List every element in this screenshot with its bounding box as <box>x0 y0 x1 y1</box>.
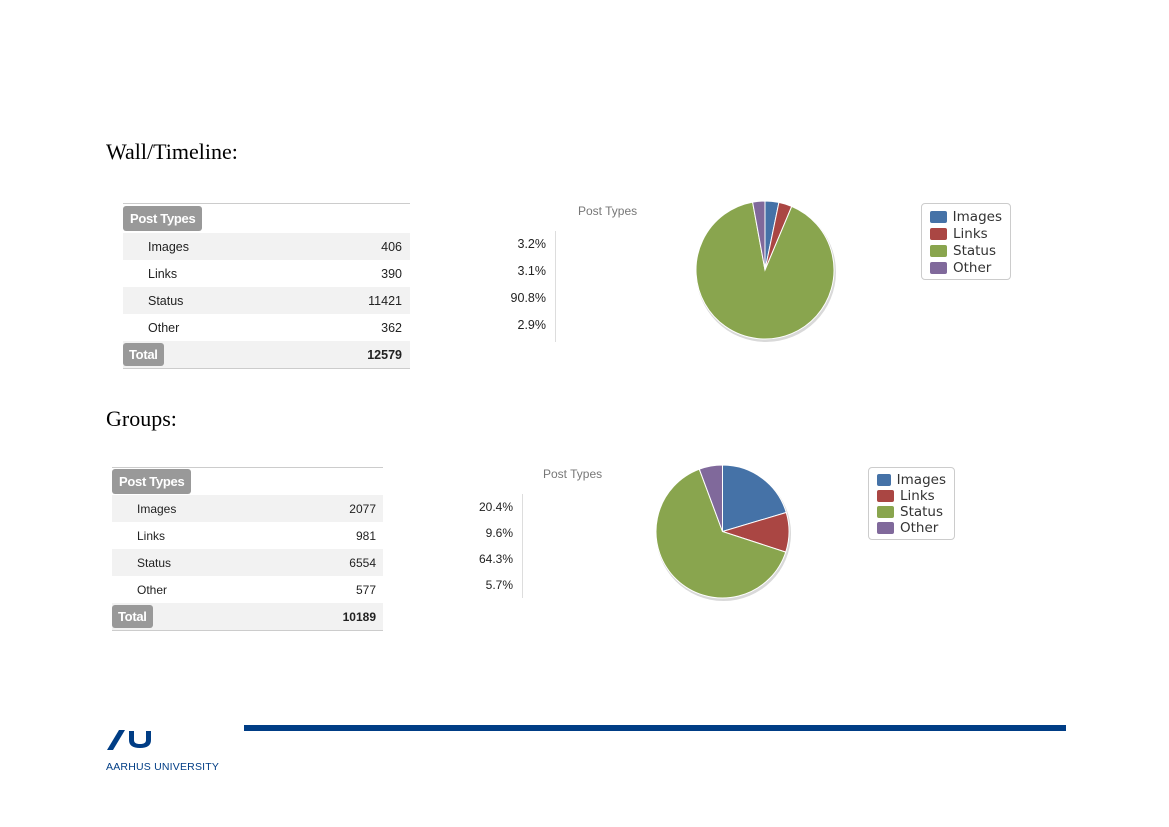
legend-item: Images <box>877 472 946 488</box>
post-types-table-groups: Post Types Images 2077 Links 981 Status 655… <box>112 467 383 631</box>
total-badge: Total <box>112 605 153 628</box>
pie-chart-groups <box>655 464 791 601</box>
pie-slice-status <box>655 468 787 599</box>
legend-item: Links <box>930 225 1002 242</box>
percent-value: 9.6% <box>485 526 513 540</box>
legend-item: Status <box>877 504 946 520</box>
pie-chart-wall <box>695 200 836 342</box>
table-header-badge: Post Types <box>123 206 203 231</box>
table-row: Other 362 <box>148 320 402 335</box>
percent-value: 3.1% <box>517 264 547 278</box>
table-row: Status 11421 <box>123 287 410 314</box>
legend-wall: Images Links Status Other <box>921 203 1011 280</box>
pie-slice-status <box>695 201 835 340</box>
percent-value: 5.7% <box>485 578 513 592</box>
table-row: Links 981 <box>137 528 376 543</box>
pie-slice-other <box>698 464 723 532</box>
table-row: Images 2077 <box>112 495 383 522</box>
chart-title: Post Types <box>543 467 603 481</box>
post-types-table-wall: Post Types Images 406 Links 390 Status 1142… <box>123 203 410 369</box>
table-header-badge: Post Types <box>112 469 192 494</box>
pie-slice-images <box>722 464 787 533</box>
footer-rule <box>244 725 1066 731</box>
total-badge: Total <box>123 343 164 366</box>
university-name: AARHUS UNIVERSITY <box>106 761 220 773</box>
table-total-row: Total 10189 <box>112 603 383 631</box>
percent-value: 64.3% <box>478 552 513 566</box>
percent-value: 3.2% <box>517 237 547 251</box>
aarhus-university-logo-icon <box>107 730 151 750</box>
percent-value: 2.9% <box>517 318 547 332</box>
table-row: Images 406 <box>123 233 410 260</box>
legend-item: Other <box>930 259 1002 276</box>
legend-groups: Images Links Status Other <box>868 467 955 540</box>
chart-title: Post Types <box>578 204 638 218</box>
section-title-groups: Groups: <box>106 406 177 431</box>
legend-item: Images <box>930 208 1002 225</box>
section-title-wall-timeline: Wall/Timeline: <box>106 139 238 164</box>
legend-item: Links <box>877 488 946 504</box>
percent-column-wall: 3.2% 3.1% 90.8% 2.9% <box>470 231 556 342</box>
percent-column-groups: 20.4% 9.6% 64.3% 5.7% <box>440 494 523 598</box>
percent-value: 90.8% <box>510 291 546 305</box>
percent-value: 20.4% <box>478 500 513 514</box>
pie-slice-other <box>752 200 766 271</box>
table-row: Links 390 <box>148 266 402 281</box>
table-total-row: Total 12579 <box>123 341 410 369</box>
table-row: Other 577 <box>137 582 376 597</box>
legend-item: Status <box>930 242 1002 259</box>
table-row: Status 6554 <box>112 549 383 576</box>
legend-item: Other <box>877 520 946 536</box>
